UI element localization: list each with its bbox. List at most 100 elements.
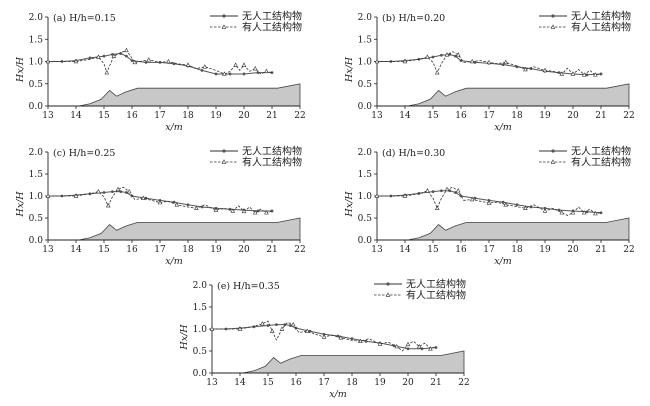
y-tick-label: 2.0 [358,148,373,158]
x-tick-label: 15 [427,111,439,121]
x-tick-label: 19 [539,111,551,121]
x-tick-label: 19 [539,245,551,255]
series-marker-1 [270,71,274,75]
x-tick-label: 14 [70,111,82,121]
y-tick-label: 0.0 [29,102,44,112]
panel-5: 13 14 15 16 17 18 19 20 21 22 0.0 0.5 1.0 1.5 2.0 (e) H… [179,278,470,401]
series-marker-2 [377,341,383,346]
series-marker-1 [473,196,477,200]
series-marker-2 [209,326,215,331]
series-marker-2 [237,326,243,331]
x-tick-label: 18 [511,111,523,121]
x-tick-label: 15 [98,111,110,121]
series-marker-1 [275,323,278,326]
series-marker-2 [394,343,400,349]
series-marker-2 [115,186,121,192]
series-marker-2 [241,62,247,67]
series-marker-2 [486,59,492,65]
x-tick-label: 20 [567,111,579,121]
series-marker-2 [503,59,509,65]
series-marker-2 [124,47,129,53]
x-tick-label: 13 [371,111,383,121]
y-tick-label: 1.0 [29,192,44,202]
legend-marker-2 [221,24,227,29]
series-marker-2 [593,210,598,216]
x-axis-label: x/m [494,256,512,267]
series-marker-1 [200,205,204,209]
series-marker-2 [279,326,285,331]
x-tick-label: 20 [238,245,250,255]
legend-entry-2: 有人工结构物 [571,156,631,169]
y-tick-label: 1.5 [358,35,373,45]
series-marker-1 [270,209,274,213]
series-marker-1 [434,346,438,349]
series-marker-2 [45,58,51,64]
series-marker-2 [455,52,461,57]
series-marker-1 [557,71,561,75]
series-marker-2 [104,69,110,75]
series-marker-1 [585,73,589,77]
series-marker-1 [454,191,457,194]
y-tick-label: 0.5 [358,80,373,90]
x-tick-label: 14 [399,111,411,121]
y-tick-label: 2.0 [29,148,44,158]
x-axis-label: x/m [165,122,183,133]
y-axis-label: Hx/H [179,324,190,351]
x-tick-label: 20 [238,111,250,121]
series-marker-2 [402,58,408,64]
x-tick-label: 14 [234,378,246,388]
series-marker-2 [559,71,565,76]
series-marker-2 [260,321,265,326]
series-marker-2 [132,59,138,65]
x-tick-label: 14 [70,245,82,255]
series-marker-2 [425,188,430,193]
panel-label: (a) H/h=0.15 [53,13,116,24]
panel-3: 13 14 15 16 17 18 19 20 21 22 0.0 0.5 1.0 1.5 2.0 (c) H… [15,145,306,268]
series-marker-1 [336,334,340,338]
x-tick-label: 17 [483,111,495,121]
y-tick-label: 1.5 [29,170,44,180]
series-marker-2 [469,196,475,202]
series-marker-1 [599,211,603,215]
seabed-profile [78,83,301,107]
series-marker-1 [186,203,190,207]
series-marker-1 [102,191,106,194]
series-marker-2 [264,210,269,215]
series-marker-2 [416,343,422,349]
series-marker-2 [425,54,430,59]
x-tick-label: 19 [210,111,222,121]
series-marker-1 [102,54,106,58]
y-tick-label: 0.5 [29,214,44,224]
series-marker-2 [73,193,79,198]
series-marker-2 [559,210,565,215]
series-marker-1 [406,347,410,351]
y-tick-label: 2.0 [193,281,208,291]
legend-entry-1: 无人工结构物 [242,10,302,23]
series-marker-1 [256,71,260,75]
x-tick-label: 18 [182,111,194,121]
series-marker-2 [523,66,528,72]
series-marker-2 [570,71,576,76]
series-marker-2 [581,72,587,77]
x-tick-label: 16 [126,111,138,121]
series-marker-2 [105,203,111,208]
panel-1: 13 14 15 16 17 18 19 20 21 22 0.0 0.5 1.0 1.5 2.0 (a) H… [15,10,306,134]
series-marker-1 [585,210,589,214]
series-marker-2 [111,53,117,58]
y-tick-label: 0.0 [358,236,373,246]
y-tick-label: 1.0 [358,58,373,68]
x-tick-label: 18 [511,245,523,255]
y-tick-label: 1.5 [193,303,208,313]
series-marker-2 [174,202,180,207]
x-tick-label: 16 [290,378,302,388]
legend-entry-2: 有人工结构物 [242,21,302,34]
x-tick-label: 15 [262,378,274,388]
legend-entry-2: 有人工结构物 [571,21,631,34]
legend-marker-1 [222,149,226,153]
x-tick-label: 22 [294,111,305,121]
series-marker-2 [455,188,461,193]
series-marker-2 [264,68,269,73]
series-line-2 [377,186,602,216]
y-axis-label: Hx/H [344,56,355,83]
y-axis-label: Hx/H [344,191,355,218]
